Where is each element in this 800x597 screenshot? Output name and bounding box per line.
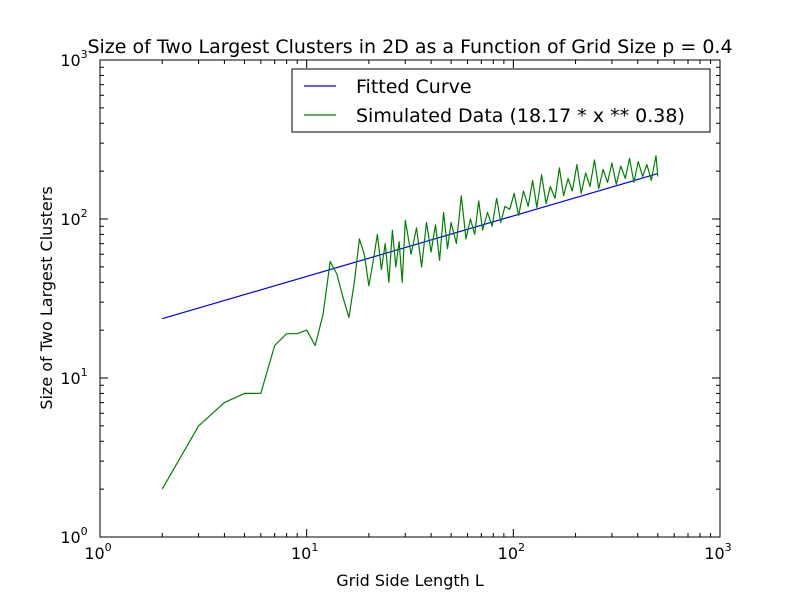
legend-entry-label: Fitted Curve xyxy=(356,76,472,98)
legend: Fitted Curve Simulated Data (18.17 * x **… xyxy=(291,68,711,133)
chart-title: Size of Two Largest Clusters in 2D as a … xyxy=(87,36,732,58)
legend-entry-label: Simulated Data (18.17 * x ** 0.38) xyxy=(356,105,685,127)
legend-box xyxy=(291,68,711,133)
x-tick-base: 10 xyxy=(84,544,104,563)
y-tick-base: 10 xyxy=(60,210,80,229)
x-tick-label: 100 xyxy=(84,541,111,563)
x-tick-base: 10 xyxy=(704,544,724,563)
y-tick-exponent: 2 xyxy=(81,207,88,220)
x-tick-label: 101 xyxy=(291,541,318,563)
x-tick-exponent: 2 xyxy=(518,541,525,554)
plot-area xyxy=(99,59,721,538)
y-tick-label: 102 xyxy=(60,207,87,229)
simulated-data-line xyxy=(161,155,659,490)
x-axis-label: Grid Side Length L xyxy=(336,571,484,590)
y-tick-exponent: 3 xyxy=(81,48,88,61)
y-tick-base: 10 xyxy=(60,528,80,547)
y-axis-label: Size of Two Largest Clusters xyxy=(37,186,56,409)
series-lines xyxy=(161,155,659,490)
y-tick-exponent: 0 xyxy=(81,525,88,538)
y-tick-label: 100 xyxy=(60,525,87,547)
y-tick-base: 10 xyxy=(60,51,80,70)
x-tick-exponent: 1 xyxy=(311,541,318,554)
x-tick-label: 102 xyxy=(498,541,525,563)
x-tick-exponent: 3 xyxy=(725,541,732,554)
x-tick-base: 10 xyxy=(498,544,518,563)
x-tick-label: 103 xyxy=(704,541,731,563)
y-tick-label: 103 xyxy=(60,48,87,70)
y-tick-label: 101 xyxy=(60,366,87,388)
y-tick-base: 10 xyxy=(60,369,80,388)
x-tick-base: 10 xyxy=(291,544,311,563)
y-tick-exponent: 1 xyxy=(81,366,88,379)
x-tick-exponent: 0 xyxy=(105,541,112,554)
